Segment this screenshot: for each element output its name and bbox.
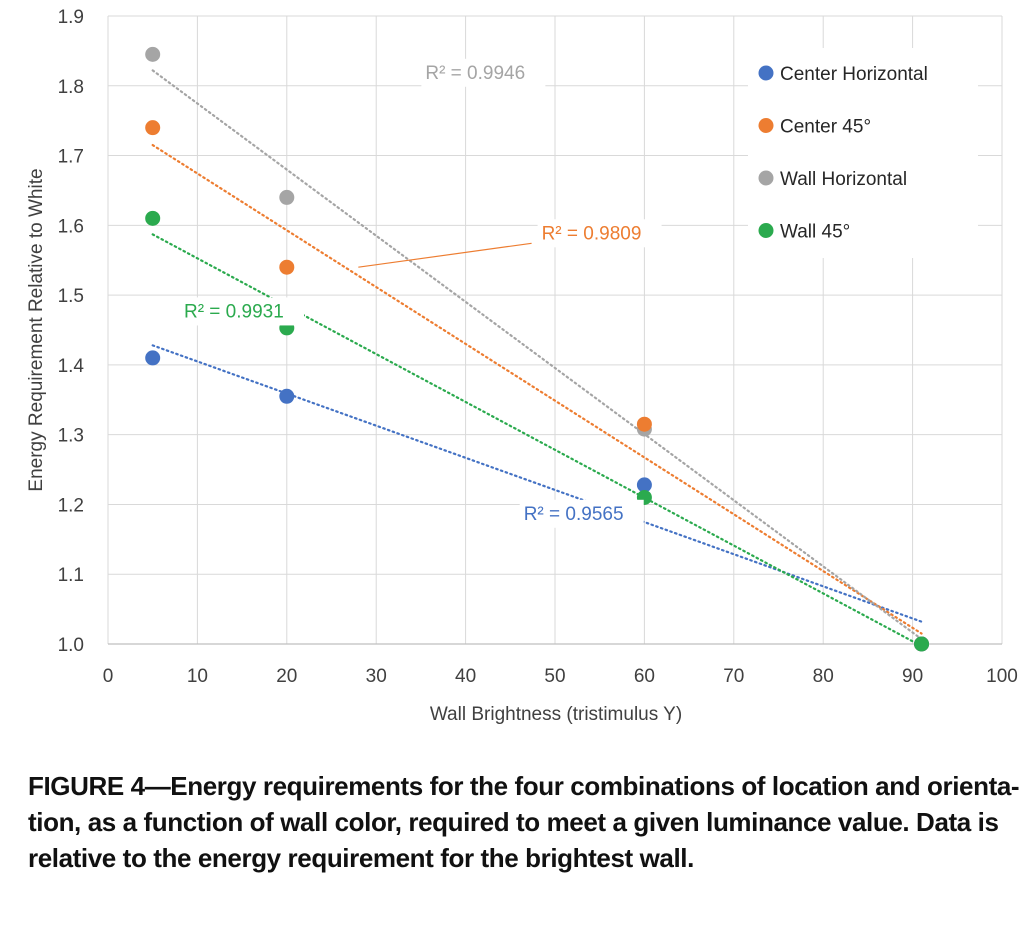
y-tick-label: 1.8 xyxy=(58,77,84,98)
legend-marker xyxy=(758,170,774,186)
annotation-label-bg xyxy=(519,499,644,528)
legend-entry-label: Center 45° xyxy=(780,117,871,138)
data-point-series-3 xyxy=(145,210,161,226)
y-tick-label: 1.3 xyxy=(58,426,84,447)
r2-annotations: R² = 0.9946 R² = 0.9809 R² = 0.9931 R² = 0.… xyxy=(179,58,662,528)
annotation-leaders xyxy=(358,242,532,268)
legend-entry-label: Wall 45° xyxy=(780,222,850,243)
x-tick-label: 50 xyxy=(544,666,565,687)
trendline-series-2 xyxy=(151,69,923,641)
caption-line-1: FIGURE 4—Energy requirements for the fou… xyxy=(28,771,1020,801)
legend-marker xyxy=(758,118,774,133)
data-point-series-3 xyxy=(914,636,930,652)
annotation-label-bg xyxy=(179,297,304,326)
r2-label: R² = 0.9931 xyxy=(184,301,284,322)
y-axis-title: Energy Requirement Relative to White xyxy=(26,168,47,491)
y-tick-label: 1.4 xyxy=(58,356,85,377)
data-point-series-1 xyxy=(636,416,652,432)
caption-line-3: relative to the energy requirement for t… xyxy=(28,843,694,873)
data-point-series-0 xyxy=(145,350,161,366)
y-tick-label: 1.7 xyxy=(58,147,84,168)
legend: Center Horizontal Center 45° Wall Horizont… xyxy=(748,48,978,258)
annotation-label-bg xyxy=(421,58,546,87)
r2-label: R² = 0.9946 xyxy=(425,63,525,84)
legend-marker xyxy=(758,223,774,238)
data-point-series-2 xyxy=(279,189,295,205)
y-tick-label: 1.5 xyxy=(58,286,84,307)
x-tick-label: 90 xyxy=(902,666,923,687)
figure-caption: FIGURE 4—Energy requirements for the fou… xyxy=(28,768,1020,876)
trendline-series-0 xyxy=(151,344,923,623)
x-axis-title: Wall Brightness (tristimulus Y) xyxy=(430,704,682,725)
annotation-leader xyxy=(358,242,532,268)
x-tick-label: 0 xyxy=(103,666,114,687)
x-tick-label: 30 xyxy=(366,666,387,687)
r2-label: R² = 0.9809 xyxy=(542,223,642,244)
data-point-series-0 xyxy=(636,477,652,493)
data-point-series-2 xyxy=(145,46,161,62)
trendline-series-3 xyxy=(151,233,923,648)
caption-line-2: tion, as a function of wall color, requi… xyxy=(28,807,999,837)
data-point-series-1 xyxy=(145,120,161,136)
y-tick-label: 1.0 xyxy=(58,635,84,656)
data-point-series-0 xyxy=(279,388,295,404)
y-tick-label: 1.6 xyxy=(58,216,84,237)
x-tick-label: 20 xyxy=(276,666,297,687)
x-tick-label: 60 xyxy=(634,666,655,687)
trendline-series-1 xyxy=(151,143,923,635)
data-point-series-1 xyxy=(279,259,295,275)
x-tick-label: 70 xyxy=(723,666,744,687)
legend-entry-label: Wall Horizontal xyxy=(780,169,907,190)
y-tick-label: 1.1 xyxy=(58,565,84,586)
chart: 0 10 20 30 40 50 60 70 80 90 100 1.0 1.1 1.2 1.3 1.4 1.5… xyxy=(26,7,1018,725)
legend-entry-label: Center Horizontal xyxy=(780,64,928,85)
annotation-label-bg xyxy=(537,219,662,248)
legend-marker xyxy=(758,65,774,81)
legend-background xyxy=(748,48,978,258)
x-tick-label: 10 xyxy=(187,666,208,687)
y-tick-label: 1.2 xyxy=(58,495,84,516)
r2-label: R² = 0.9565 xyxy=(524,504,624,525)
x-tick-label: 100 xyxy=(986,666,1018,687)
axes: 0 10 20 30 40 50 60 70 80 90 100 1.0 1.1 1.2 1.3 1.4 1.5… xyxy=(58,7,1018,687)
x-tick-label: 80 xyxy=(813,666,834,687)
y-tick-label: 1.9 xyxy=(58,7,84,28)
x-tick-label: 40 xyxy=(455,666,476,687)
